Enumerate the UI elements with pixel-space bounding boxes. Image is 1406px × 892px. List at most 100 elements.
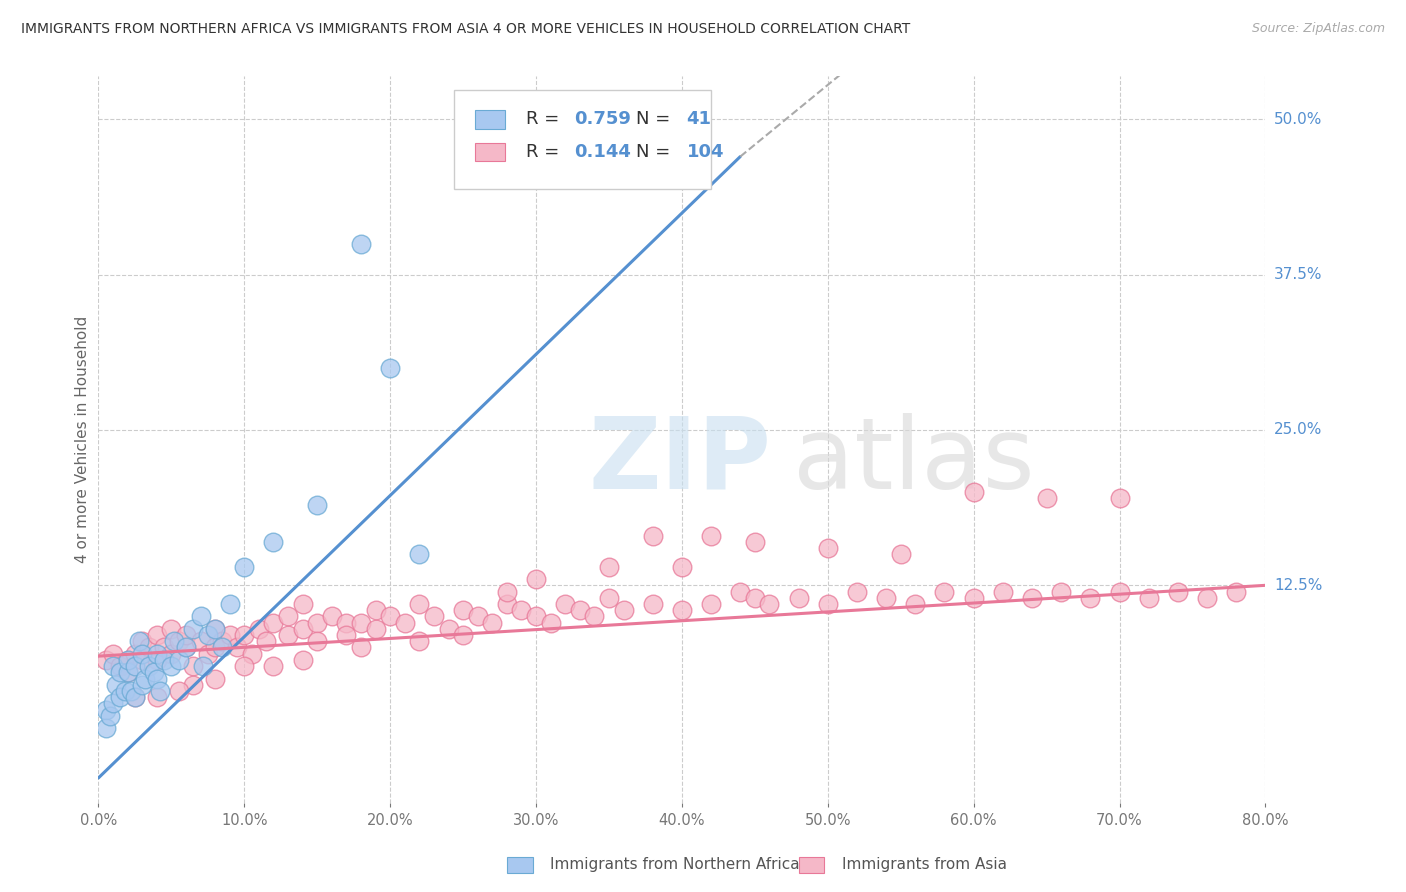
Point [962,591,984,605]
Point [104,678,127,692]
Point [641,597,664,611]
Point [350,236,373,251]
Text: R =: R = [526,111,565,128]
Point [875,591,897,605]
Point [1195,591,1218,605]
Point [153,653,176,667]
Point [94,721,117,735]
Point [167,684,190,698]
Point [524,609,547,624]
Point [117,665,139,680]
Point [117,653,139,667]
Text: ZIP: ZIP [589,413,772,509]
Point [817,541,839,555]
Point [146,628,169,642]
Point [451,603,474,617]
Point [247,622,270,636]
Text: 50.0%: 50.0% [1274,112,1323,127]
Point [254,634,277,648]
Point [110,659,132,673]
Point [181,622,204,636]
Point [1021,591,1043,605]
Point [291,653,314,667]
Point [131,678,153,692]
Point [730,584,752,599]
Point [510,603,533,617]
Text: Immigrants from Northern Africa: Immigrants from Northern Africa [550,857,800,872]
Point [350,640,373,655]
Point [240,647,263,661]
Point [174,640,197,655]
Point [612,603,634,617]
Text: N =: N = [637,143,676,161]
Point [467,609,489,624]
Text: Immigrants from Asia: Immigrants from Asia [842,857,1007,872]
Point [408,597,430,611]
Point [364,622,387,636]
Point [142,665,165,680]
Point [321,609,343,624]
Point [211,640,233,655]
Point [167,653,190,667]
Point [160,622,183,636]
Point [262,659,284,673]
Point [277,628,299,642]
Point [481,615,503,630]
Point [1035,491,1057,506]
Point [181,678,204,692]
Point [146,653,169,667]
Point [190,609,212,624]
Text: atlas: atlas [793,413,1035,509]
Point [890,547,912,561]
Point [364,603,387,617]
Point [423,609,446,624]
Point [163,634,186,648]
Point [744,591,766,605]
Point [307,615,329,630]
Point [307,498,329,512]
Point [380,360,402,375]
Text: 104: 104 [686,143,724,161]
Point [1137,591,1160,605]
Text: 12.5%: 12.5% [1274,578,1323,593]
Point [218,597,240,611]
Point [101,659,124,673]
Point [787,591,810,605]
Point [197,647,219,661]
Point [233,659,256,673]
Point [146,647,169,661]
Point [124,647,146,661]
Point [598,591,620,605]
Point [98,708,121,723]
Point [149,684,172,698]
Point [1225,584,1247,599]
Point [583,609,606,624]
Point [146,672,169,686]
Point [1080,591,1102,605]
Point [437,622,460,636]
Point [117,653,139,667]
Point [233,559,256,574]
Point [846,584,869,599]
Point [101,697,124,711]
Point [380,609,402,624]
Point [991,584,1014,599]
Point [700,597,723,611]
Point [114,684,136,698]
Point [1167,584,1189,599]
Text: IMMIGRANTS FROM NORTHERN AFRICA VS IMMIGRANTS FROM ASIA 4 OR MORE VEHICLES IN HO: IMMIGRANTS FROM NORTHERN AFRICA VS IMMIG… [21,22,910,37]
Point [153,640,176,655]
Point [540,615,562,630]
Point [962,485,984,500]
Point [934,584,956,599]
Point [554,597,576,611]
Point [598,559,620,574]
Point [190,634,212,648]
Point [904,597,927,611]
FancyBboxPatch shape [508,856,533,872]
Point [671,603,693,617]
Point [496,597,519,611]
Point [120,684,142,698]
Point [204,622,226,636]
Point [174,628,197,642]
